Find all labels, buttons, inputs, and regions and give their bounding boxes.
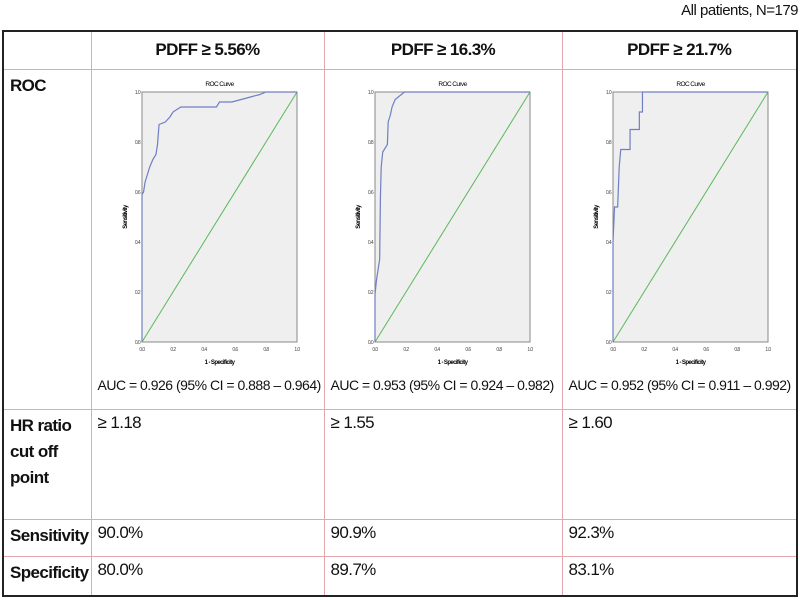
cohort-caption: All patients, N=179 <box>681 2 798 19</box>
sensitivity-row: Sensitivity 90.0% 90.9% 92.3% <box>2 518 798 557</box>
x-axis-label: 1 - Specificity <box>204 360 235 366</box>
x-tick-label: 0.4 <box>201 347 207 353</box>
sensitivity-value: 90.0% <box>90 518 325 557</box>
row-label-specificity: Specificity <box>2 555 92 597</box>
y-tick-label: 0.6 <box>367 190 373 196</box>
y-tick-label: 0.2 <box>134 290 140 296</box>
y-tick-label: 0.0 <box>367 340 373 346</box>
column-header: PDFF ≥ 21.7% <box>561 30 798 70</box>
chart-title: ROC Curve <box>438 81 467 88</box>
specificity-value: 83.1% <box>561 555 798 597</box>
label-line: HR ratio <box>10 415 72 435</box>
x-tick-label: 0.4 <box>434 347 440 353</box>
y-tick-label: 0.2 <box>605 290 611 296</box>
roc-chart: ROC Curve 0.0 0.2 0.4 0.6 0.8 1.0 0.0 0.2 0.4 0.6 0… <box>594 81 772 366</box>
hr-row: HR ratio cut off point ≥ 1.18 ≥ 1.55 ≥ 1… <box>2 408 798 520</box>
x-tick-label: 0.0 <box>139 347 145 353</box>
roc-row: ROC ROC Curve 0.0 0.2 0.4 0.6 0.8 1.0 0.0 0.2 0.4… <box>2 68 798 410</box>
y-axis-label: Sensitivity <box>594 204 600 229</box>
specificity-row: Specificity 80.0% 89.7% 83.1% <box>2 555 798 597</box>
x-tick-label: 1.0 <box>294 347 300 353</box>
y-tick-label: 1.0 <box>605 90 611 96</box>
y-tick-label: 0.8 <box>367 140 373 146</box>
row-label-hr: HR ratio cut off point <box>2 408 92 520</box>
x-tick-label: 0.2 <box>170 347 176 353</box>
roc-cell: ROC Curve 0.0 0.2 0.4 0.6 0.8 1.0 0.0 0.2 0.4 0.6 0… <box>90 68 325 410</box>
sensitivity-value: 92.3% <box>561 518 798 557</box>
x-tick-label: 0.8 <box>496 347 502 353</box>
roc-curve <box>140 90 297 342</box>
y-tick-label: 0.2 <box>367 290 373 296</box>
chart-title: ROC Curve <box>205 81 234 88</box>
roc-curve <box>373 90 530 342</box>
corner-cell <box>2 30 92 70</box>
results-table: PDFF ≥ 5.56% PDFF ≥ 16.3% PDFF ≥ 21.7% R… <box>2 30 798 597</box>
x-tick-label: 1.0 <box>527 347 533 353</box>
x-tick-label: 1.0 <box>765 347 771 353</box>
label-line: point <box>10 467 49 487</box>
x-axis-label: 1 - Specificity <box>675 360 706 366</box>
row-label-roc: ROC <box>2 68 92 410</box>
x-tick-label: 0.0 <box>372 347 378 353</box>
x-tick-label: 0.6 <box>465 347 471 353</box>
reference-line <box>141 91 297 342</box>
sensitivity-value: 90.9% <box>323 518 563 557</box>
x-tick-label: 0.6 <box>703 347 709 353</box>
y-tick-label: 0.6 <box>605 190 611 196</box>
x-tick-label: 0.8 <box>734 347 740 353</box>
y-tick-label: 0.4 <box>367 240 373 246</box>
reference-line <box>374 91 530 342</box>
roc-chart: ROC Curve 0.0 0.2 0.4 0.6 0.8 1.0 0.0 0.2 0.4 0.6 0… <box>356 81 534 366</box>
hr-value: ≥ 1.18 <box>90 408 325 520</box>
specificity-value: 80.0% <box>90 555 325 597</box>
row-label-sensitivity: Sensitivity <box>2 518 92 557</box>
x-tick-label: 0.0 <box>610 347 616 353</box>
hr-value: ≥ 1.60 <box>561 408 798 520</box>
y-tick-label: 0.8 <box>605 140 611 146</box>
y-axis-label: Sensitivity <box>123 204 129 229</box>
x-tick-label: 0.4 <box>672 347 678 353</box>
y-tick-label: 1.0 <box>367 90 373 96</box>
y-axis-label: Sensitivity <box>356 204 362 229</box>
column-header: PDFF ≥ 5.56% <box>90 30 325 70</box>
x-axis-label: 1 - Specificity <box>437 360 468 366</box>
hr-value: ≥ 1.55 <box>323 408 563 520</box>
y-tick-label: 0.4 <box>605 240 611 246</box>
label-line: cut off <box>10 441 58 461</box>
roc-cell: ROC Curve 0.0 0.2 0.4 0.6 0.8 1.0 0.0 0.2 0.4 0.6 0… <box>561 68 798 410</box>
roc-curve <box>611 90 768 342</box>
x-tick-label: 0.2 <box>403 347 409 353</box>
x-tick-label: 0.6 <box>232 347 238 353</box>
auc-text: AUC = 0.926 (95% CI = 0.888 – 0.964) <box>97 376 322 393</box>
column-header: PDFF ≥ 16.3% <box>323 30 563 70</box>
x-tick-label: 0.2 <box>641 347 647 353</box>
y-tick-label: 0.8 <box>134 140 140 146</box>
auc-text: AUC = 0.952 (95% CI = 0.911 – 0.992) <box>568 376 792 393</box>
x-tick-label: 0.8 <box>263 347 269 353</box>
y-tick-label: 0.4 <box>134 240 140 246</box>
specificity-value: 89.7% <box>323 555 563 597</box>
y-tick-label: 0.0 <box>605 340 611 346</box>
reference-line <box>612 91 768 342</box>
chart-title: ROC Curve <box>676 81 705 88</box>
roc-cell: ROC Curve 0.0 0.2 0.4 0.6 0.8 1.0 0.0 0.2 0.4 0.6 0… <box>323 68 563 410</box>
y-tick-label: 0.6 <box>134 190 140 196</box>
y-tick-label: 1.0 <box>134 90 140 96</box>
roc-chart: ROC Curve 0.0 0.2 0.4 0.6 0.8 1.0 0.0 0.2 0.4 0.6 0… <box>123 81 301 366</box>
header-row: PDFF ≥ 5.56% PDFF ≥ 16.3% PDFF ≥ 21.7% <box>2 30 798 70</box>
auc-text: AUC = 0.953 (95% CI = 0.924 – 0.982) <box>330 376 555 393</box>
y-tick-label: 0.0 <box>134 340 140 346</box>
